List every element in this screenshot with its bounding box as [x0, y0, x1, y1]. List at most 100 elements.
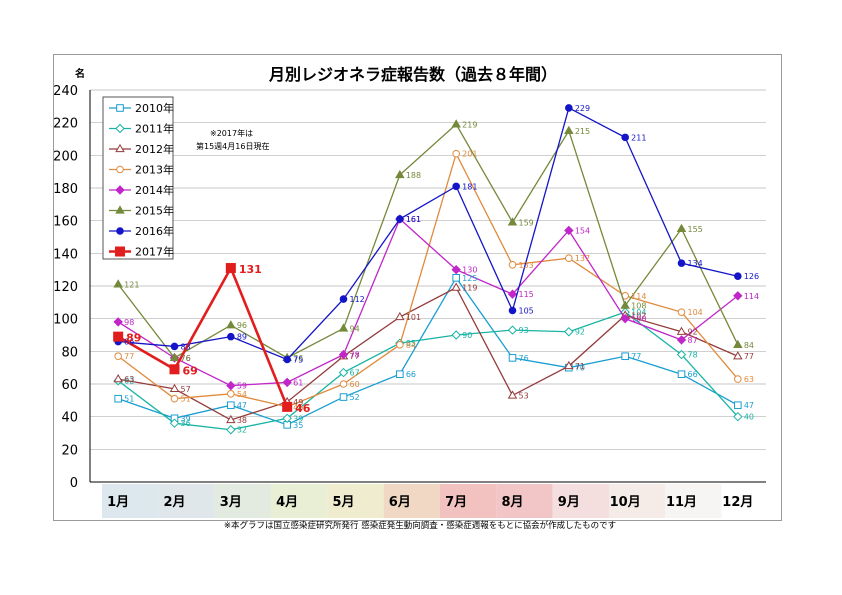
month-band-segment	[721, 484, 778, 518]
data-point	[226, 380, 236, 391]
data-point	[565, 254, 573, 263]
data-point	[676, 349, 687, 360]
data-label: 39	[293, 414, 303, 423]
data-label: 76	[519, 354, 529, 363]
data-point	[733, 351, 743, 360]
month-band-segment	[440, 484, 497, 518]
data-label: 54	[237, 390, 247, 399]
data-point	[734, 375, 742, 383]
data-point	[451, 119, 461, 128]
x-category-label: 8月	[501, 495, 523, 510]
data-label: 181	[462, 182, 477, 191]
legend-label: 2013年	[135, 163, 174, 177]
y-tick-label: 240	[53, 84, 78, 99]
data-label: 63	[744, 375, 754, 384]
data-label: 70	[575, 364, 585, 373]
data-point	[677, 259, 686, 267]
series-line	[117, 311, 739, 431]
data-point	[115, 185, 125, 195]
y-axis-ticks: 0 20 40 60 80 100 120 140 160 180 200 220 240	[53, 84, 78, 491]
data-point	[451, 264, 461, 275]
data-point	[451, 282, 461, 291]
x-category-label: 3月	[220, 495, 242, 510]
data-label: 77	[744, 352, 754, 361]
data-label: 78	[688, 351, 698, 360]
series-line	[117, 276, 739, 426]
month-band-segment	[158, 484, 215, 518]
data-label: 89	[237, 333, 247, 342]
x-category-label: 6月	[389, 495, 411, 510]
data-label: 60	[350, 380, 360, 389]
data-label: 89	[126, 332, 141, 345]
data-point	[113, 317, 123, 327]
y-tick-label: 80	[61, 345, 78, 360]
data-point	[621, 352, 629, 361]
data-point	[564, 225, 574, 236]
data-label: 87	[688, 336, 698, 345]
x-axis-categories: 1月 2月 3月 4月 5月 6月 7月 8月 9月 10月 11月 12月	[107, 495, 753, 510]
legend-box	[102, 96, 174, 260]
data-point	[115, 205, 125, 214]
month-band-segment	[271, 484, 328, 518]
data-label: 114	[744, 292, 759, 301]
chart-frame	[53, 54, 782, 521]
data-point	[396, 215, 404, 223]
data-label: 75	[293, 356, 303, 365]
data-point	[564, 327, 574, 337]
data-label: 36	[181, 419, 191, 428]
data-label: 77	[124, 352, 134, 361]
data-point	[621, 133, 629, 142]
data-label: 96	[237, 321, 247, 330]
data-point	[677, 308, 686, 316]
y-tick-label: 220	[53, 117, 78, 132]
chart-title: 月別レジオネラ症報告数（過去８年間）	[268, 65, 557, 84]
data-label: 119	[462, 284, 477, 293]
data-label: 39	[181, 414, 191, 423]
y-tick-label: 140	[53, 247, 78, 262]
data-label: 101	[406, 313, 421, 322]
data-label: 76	[293, 354, 303, 363]
data-label: 131	[239, 263, 262, 276]
data-point	[396, 370, 404, 378]
x-category-label: 2月	[163, 495, 185, 510]
data-label: 46	[293, 403, 303, 412]
data-point	[452, 149, 460, 158]
y-tick-label: 100	[53, 313, 78, 328]
data-label: 67	[350, 369, 360, 378]
data-label: 66	[406, 370, 416, 379]
data-label: 69	[183, 364, 198, 377]
data-label: 52	[350, 393, 360, 402]
data-label: 134	[688, 259, 703, 268]
data-label: 76	[181, 354, 191, 363]
month-band-segment	[496, 484, 553, 518]
data-label: 108	[631, 302, 646, 311]
data-point	[227, 390, 235, 398]
data-point	[733, 291, 743, 301]
note-line-1: ※2017年は	[210, 128, 253, 138]
month-band-segment	[665, 484, 722, 518]
data-label: 93	[519, 326, 529, 335]
data-point	[338, 323, 349, 332]
x-category-label: 11月	[666, 495, 697, 510]
data-point	[565, 104, 573, 112]
x-category-label: 9月	[558, 495, 580, 510]
data-point	[169, 383, 180, 393]
data-label: 104	[688, 308, 703, 317]
data-label: 114	[631, 292, 646, 301]
data-label: 76	[181, 354, 191, 363]
y-tick-label: 120	[53, 280, 78, 295]
data-label: 77	[631, 352, 641, 361]
grid-lines	[89, 89, 766, 483]
data-point	[507, 390, 518, 399]
data-point	[226, 414, 236, 424]
data-point	[113, 279, 123, 288]
data-label: 211	[631, 133, 646, 142]
series-line	[117, 217, 739, 387]
legend-label: 2016年	[135, 224, 174, 238]
y-tick-label: 180	[53, 182, 78, 197]
y-tick-label: 160	[53, 215, 78, 230]
month-band-segment	[383, 484, 440, 518]
data-label: 105	[519, 307, 534, 316]
data-label: 38	[237, 416, 247, 425]
series-lines	[113, 104, 743, 435]
